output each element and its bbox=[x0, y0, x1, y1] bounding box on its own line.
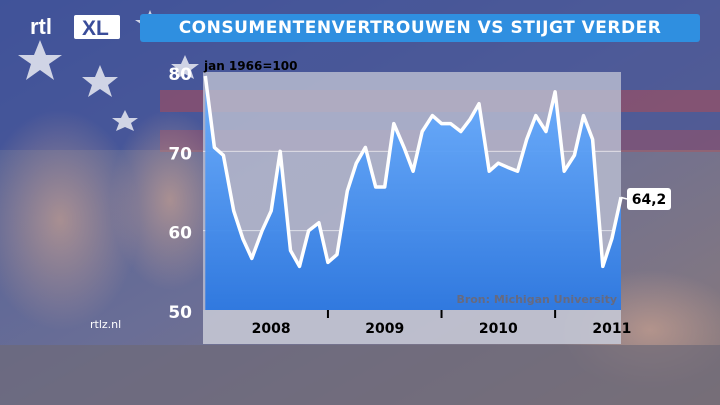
x-axis-band bbox=[203, 310, 621, 344]
svg-text:rtl: rtl bbox=[30, 14, 52, 39]
x-tick-label: 2008 bbox=[252, 321, 291, 337]
series-line bbox=[203, 75, 623, 269]
x-tick-label: 2011 bbox=[592, 321, 631, 337]
site-url-label: rtlz.nl bbox=[90, 318, 122, 331]
x-tick-label: 2010 bbox=[479, 321, 518, 337]
y-tick-label: 60 bbox=[168, 224, 192, 244]
last-value-label: 64,2 bbox=[632, 192, 667, 208]
y-axis-ticks: 50 60 70 80 bbox=[168, 65, 192, 323]
x-axis: 2008 2009 2010 2011 bbox=[203, 310, 631, 344]
chart-title-bar: CONSUMENTENVERTROUWEN VS STIJGT VERDER bbox=[140, 14, 700, 42]
chart-title: CONSUMENTENVERTROUWEN VS STIJGT VERDER bbox=[178, 18, 662, 38]
svg-text:XL: XL bbox=[82, 17, 109, 40]
x-tick-label: 2009 bbox=[365, 321, 404, 337]
y-tick-label: 70 bbox=[168, 144, 192, 164]
source-label: Bron: Michigan University bbox=[456, 293, 617, 306]
y-tick-label: 80 bbox=[168, 65, 192, 85]
y-tick-label: 50 bbox=[168, 303, 192, 323]
rtl-xl-logo: rtl XL bbox=[30, 14, 120, 40]
last-value-callout: 64,2 bbox=[620, 188, 671, 210]
series-area bbox=[205, 76, 622, 310]
chart-subtitle: jan 1966=100 bbox=[203, 59, 297, 73]
